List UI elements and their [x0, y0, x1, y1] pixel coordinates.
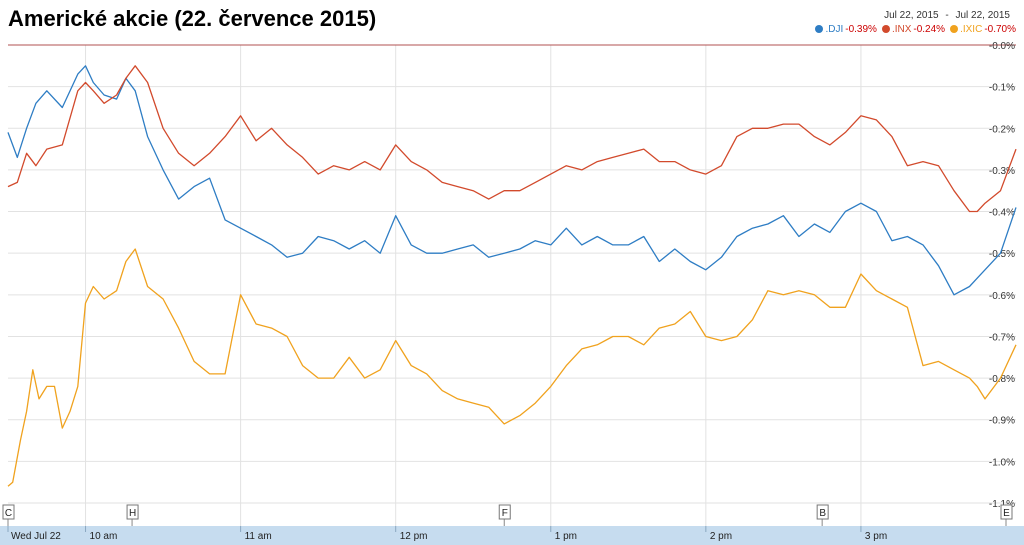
marker-box[interactable]	[1000, 504, 1013, 520]
marker-label: F	[502, 508, 508, 519]
news-marker-c[interactable]: C	[2, 504, 15, 526]
chart-legend: .DJI -0.39% .INX -0.24% .IXIC -0.70%	[810, 24, 1016, 35]
time-axis-band	[0, 526, 1024, 545]
x-tick-label: Wed Jul 22	[11, 531, 61, 542]
news-marker-h[interactable]: H	[126, 504, 139, 526]
marker-label: C	[5, 508, 12, 519]
legend-series-change: -0.39%	[845, 24, 877, 35]
y-tick-label: -0.5%	[989, 249, 1015, 260]
news-marker-b[interactable]: B	[816, 504, 829, 526]
marker-label: B	[819, 508, 826, 519]
legend-item-ixic[interactable]: .IXIC -0.70%	[950, 24, 1016, 35]
legend-dot-icon	[950, 25, 959, 33]
marker-label: H	[129, 508, 136, 519]
page-title: Americké akcie (22. července 2015)	[8, 6, 377, 31]
x-tick-label: 11 am	[245, 531, 272, 542]
series-line-dji	[7, 65, 1017, 296]
news-marker-e[interactable]: E	[1000, 504, 1013, 526]
x-tick-label: 2 pm	[710, 531, 732, 542]
date-range-separator: -	[945, 10, 949, 21]
y-tick-label: -0.2%	[989, 124, 1015, 135]
legend-item-dji[interactable]: .DJI -0.39%	[815, 24, 877, 35]
x-tick-label: 10 am	[90, 531, 118, 542]
marker-box[interactable]	[2, 504, 15, 520]
y-tick-label: -0.3%	[989, 166, 1015, 177]
marker-box[interactable]	[498, 504, 511, 520]
legend-series-name: .INX	[891, 24, 912, 35]
x-tick-label: 1 pm	[555, 531, 577, 542]
x-tick-label: 12 pm	[400, 531, 428, 542]
y-tick-label: -0.1%	[989, 83, 1015, 94]
legend-series-change: -0.24%	[913, 24, 946, 35]
y-tick-label: -0.8%	[989, 374, 1015, 385]
legend-series-name: .IXIC	[960, 24, 983, 35]
legend-series-name: .DJI	[825, 24, 844, 35]
legend-item-inx[interactable]: .INX -0.24%	[881, 24, 946, 35]
legend-dot-icon	[815, 25, 824, 33]
marker-box[interactable]	[816, 504, 829, 520]
y-tick-label: -1.0%	[989, 457, 1015, 468]
legend-dot-icon	[881, 25, 890, 33]
marker-label: E	[1003, 508, 1010, 519]
y-tick-label: -0.4%	[989, 208, 1015, 219]
series-line-inx	[7, 65, 1017, 213]
marker-box[interactable]	[126, 504, 139, 520]
y-tick-label: -0.9%	[989, 416, 1015, 427]
date-range: Jul 22, 2015 - Jul 22, 2015	[884, 10, 1010, 21]
y-tick-label: -0.6%	[989, 291, 1015, 302]
date-range-start[interactable]: Jul 22, 2015	[884, 10, 939, 21]
news-marker-f[interactable]: F	[498, 504, 511, 526]
y-tick-label: -0.7%	[989, 332, 1015, 343]
date-range-end[interactable]: Jul 22, 2015	[955, 10, 1011, 21]
series-line-ixic	[7, 248, 1017, 487]
x-tick-label: 3 pm	[865, 531, 887, 542]
legend-series-change: -0.70%	[984, 24, 1016, 35]
y-tick-label: -0.0%	[989, 41, 1015, 52]
